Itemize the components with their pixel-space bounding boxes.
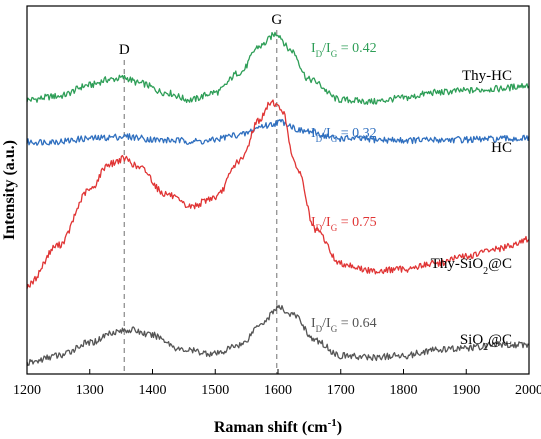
x-tick-label: 1400 <box>139 383 167 398</box>
ratio-part-value: = 0.32 <box>337 126 376 141</box>
x-axis-ticks: 1200 1300 1400 1500 1600 1700 1800 1900 2000 <box>13 369 541 398</box>
ratio-part-sub1: D <box>316 49 323 59</box>
ratio-part-slash: /I <box>322 126 331 141</box>
series-line-3 <box>26 304 530 366</box>
peak-label-g: G <box>271 12 282 28</box>
series-name-part: @C <box>488 332 512 348</box>
peak-label-d: D <box>119 42 130 58</box>
x-tick-label: 1700 <box>327 383 355 398</box>
ratio-part-slash: /I <box>322 215 331 230</box>
ratio-label-3: ID/IG = 0.64 <box>311 316 377 334</box>
ratio-part-prefix: I <box>311 316 316 331</box>
x-axis-title-tail: ) <box>337 419 342 436</box>
ratio-part-value: = 0.42 <box>337 41 376 56</box>
series-name-part: @C <box>488 256 512 272</box>
series-name-label-3: SiO2@C <box>460 332 512 353</box>
series-line-0 <box>26 31 530 105</box>
series-line-1 <box>26 118 530 146</box>
x-tick-label: 2000 <box>515 383 541 398</box>
plot-frame <box>26 5 530 375</box>
series-lines <box>26 31 530 366</box>
series-line-2 <box>26 99 530 289</box>
ratio-part-sub2: G <box>331 49 338 59</box>
series-name-part: 2 <box>483 266 488 277</box>
ratio-part-sub1: D <box>316 223 323 233</box>
ratio-part-sub2: G <box>331 223 338 233</box>
ratio-part-slash: /I <box>322 41 331 56</box>
series-name-label-0: Thy-HC <box>462 68 512 84</box>
ratio-part-slash: /I <box>322 316 331 331</box>
series-name-part: SiO <box>460 332 484 348</box>
y-axis-title: Intensity (a.u.) <box>1 140 18 240</box>
ratio-part-prefix: I <box>311 215 316 230</box>
series-name-part: Thy-SiO <box>431 256 484 272</box>
ratio-part-sub1: D <box>316 324 323 334</box>
x-tick-label: 1600 <box>264 383 292 398</box>
ratio-part-prefix: I <box>311 41 316 56</box>
series-name-label-2: Thy-SiO2@C <box>431 256 512 277</box>
ratio-label-1: ID/IG = 0.32 <box>311 126 377 144</box>
x-tick-label: 1200 <box>13 383 41 398</box>
x-axis-title-sup: -1 <box>328 417 337 429</box>
x-axis-title: Raman shift (cm-1) <box>214 417 342 436</box>
ratio-part-sub2: G <box>331 324 338 334</box>
ratio-part-value: = 0.64 <box>337 316 376 331</box>
ratio-part-value: = 0.75 <box>337 215 376 230</box>
ratio-part-prefix: I <box>311 126 316 141</box>
series-name-part: HC <box>491 140 512 156</box>
x-tick-label: 1800 <box>390 383 418 398</box>
ratio-part-sub2: G <box>331 134 338 144</box>
x-tick-label: 1900 <box>452 383 480 398</box>
series-name-label-1: HC <box>491 140 512 156</box>
x-axis-title-main: Raman shift (cm <box>214 419 328 436</box>
ratio-label-2: ID/IG = 0.75 <box>311 215 377 233</box>
series-name-part: 2 <box>483 342 488 353</box>
x-tick-label: 1300 <box>76 383 104 398</box>
x-tick-label: 1500 <box>201 383 229 398</box>
peak-marker-lines <box>123 30 278 374</box>
ratio-part-sub1: D <box>316 134 323 144</box>
ratio-label-0: ID/IG = 0.42 <box>311 41 377 59</box>
series-name-part: Thy-HC <box>462 68 512 84</box>
